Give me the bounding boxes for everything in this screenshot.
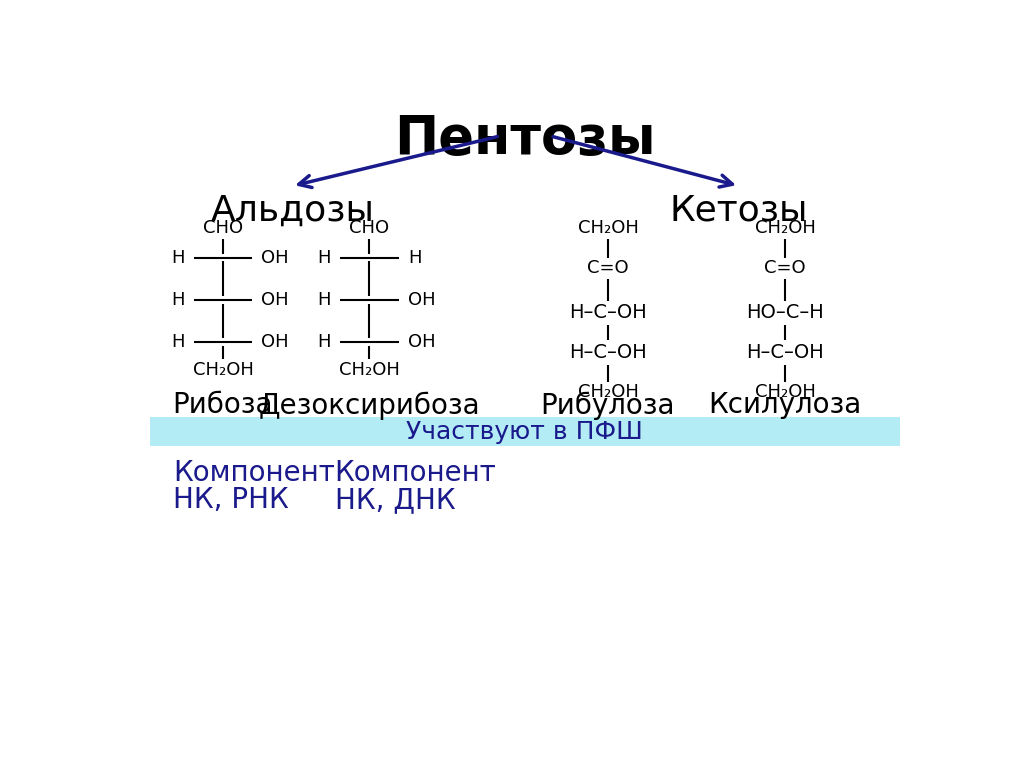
Text: H–C–OH: H–C–OH [746,343,824,362]
Text: CH₂OH: CH₂OH [193,361,253,379]
Text: Рибоза: Рибоза [173,391,273,420]
Text: Рибулоза: Рибулоза [541,391,675,420]
Text: CHO: CHO [203,219,243,237]
Text: H: H [408,249,421,267]
Text: Компонент: Компонент [335,459,497,487]
Text: C=O: C=O [764,259,806,278]
Text: Ксилулоза: Ксилулоза [709,391,861,420]
Text: Пентозы: Пентозы [394,113,655,165]
Text: H: H [317,291,331,309]
Text: CH₂OH: CH₂OH [339,361,399,379]
Text: НК, ДНК: НК, ДНК [335,486,456,515]
Text: H: H [317,249,331,267]
Text: H: H [171,334,184,351]
Text: OH: OH [261,249,289,267]
Text: CH₂OH: CH₂OH [578,219,638,237]
Text: H–C–OH: H–C–OH [569,303,647,322]
Text: Участвуют в ПФШ: Участвуют в ПФШ [407,420,643,443]
Text: OH: OH [408,334,435,351]
Text: HO–C–H: HO–C–H [746,303,824,322]
Text: Дезоксирибоза: Дезоксирибоза [258,391,480,420]
Text: CH₂OH: CH₂OH [578,384,638,401]
Text: Альдозы: Альдозы [210,194,374,228]
Text: OH: OH [261,291,289,309]
Text: OH: OH [408,291,435,309]
Text: H–C–OH: H–C–OH [569,343,647,362]
Text: OH: OH [261,334,289,351]
Text: H: H [317,334,331,351]
FancyBboxPatch shape [150,417,900,446]
Text: Компонент: Компонент [173,459,335,487]
Text: Кетозы: Кетозы [670,194,808,228]
Text: НК, РНК: НК, РНК [173,486,289,515]
Text: CH₂OH: CH₂OH [755,219,815,237]
Text: CHO: CHO [349,219,389,237]
Text: CH₂OH: CH₂OH [755,384,815,401]
Text: H: H [171,291,184,309]
Text: H: H [171,249,184,267]
Text: C=O: C=O [587,259,629,278]
